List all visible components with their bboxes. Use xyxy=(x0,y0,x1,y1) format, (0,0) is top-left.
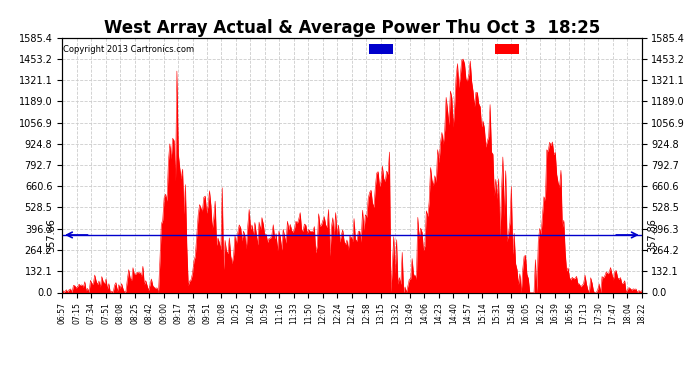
Text: 357.86: 357.86 xyxy=(46,218,57,252)
Text: 357.86: 357.86 xyxy=(647,218,658,252)
Title: West Array Actual & Average Power Thu Oct 3  18:25: West Array Actual & Average Power Thu Oc… xyxy=(104,20,600,38)
Text: Copyright 2013 Cartronics.com: Copyright 2013 Cartronics.com xyxy=(63,45,194,54)
Legend: Average  (DC Watts), West Array  (DC Watts): Average (DC Watts), West Array (DC Watts… xyxy=(367,42,637,57)
